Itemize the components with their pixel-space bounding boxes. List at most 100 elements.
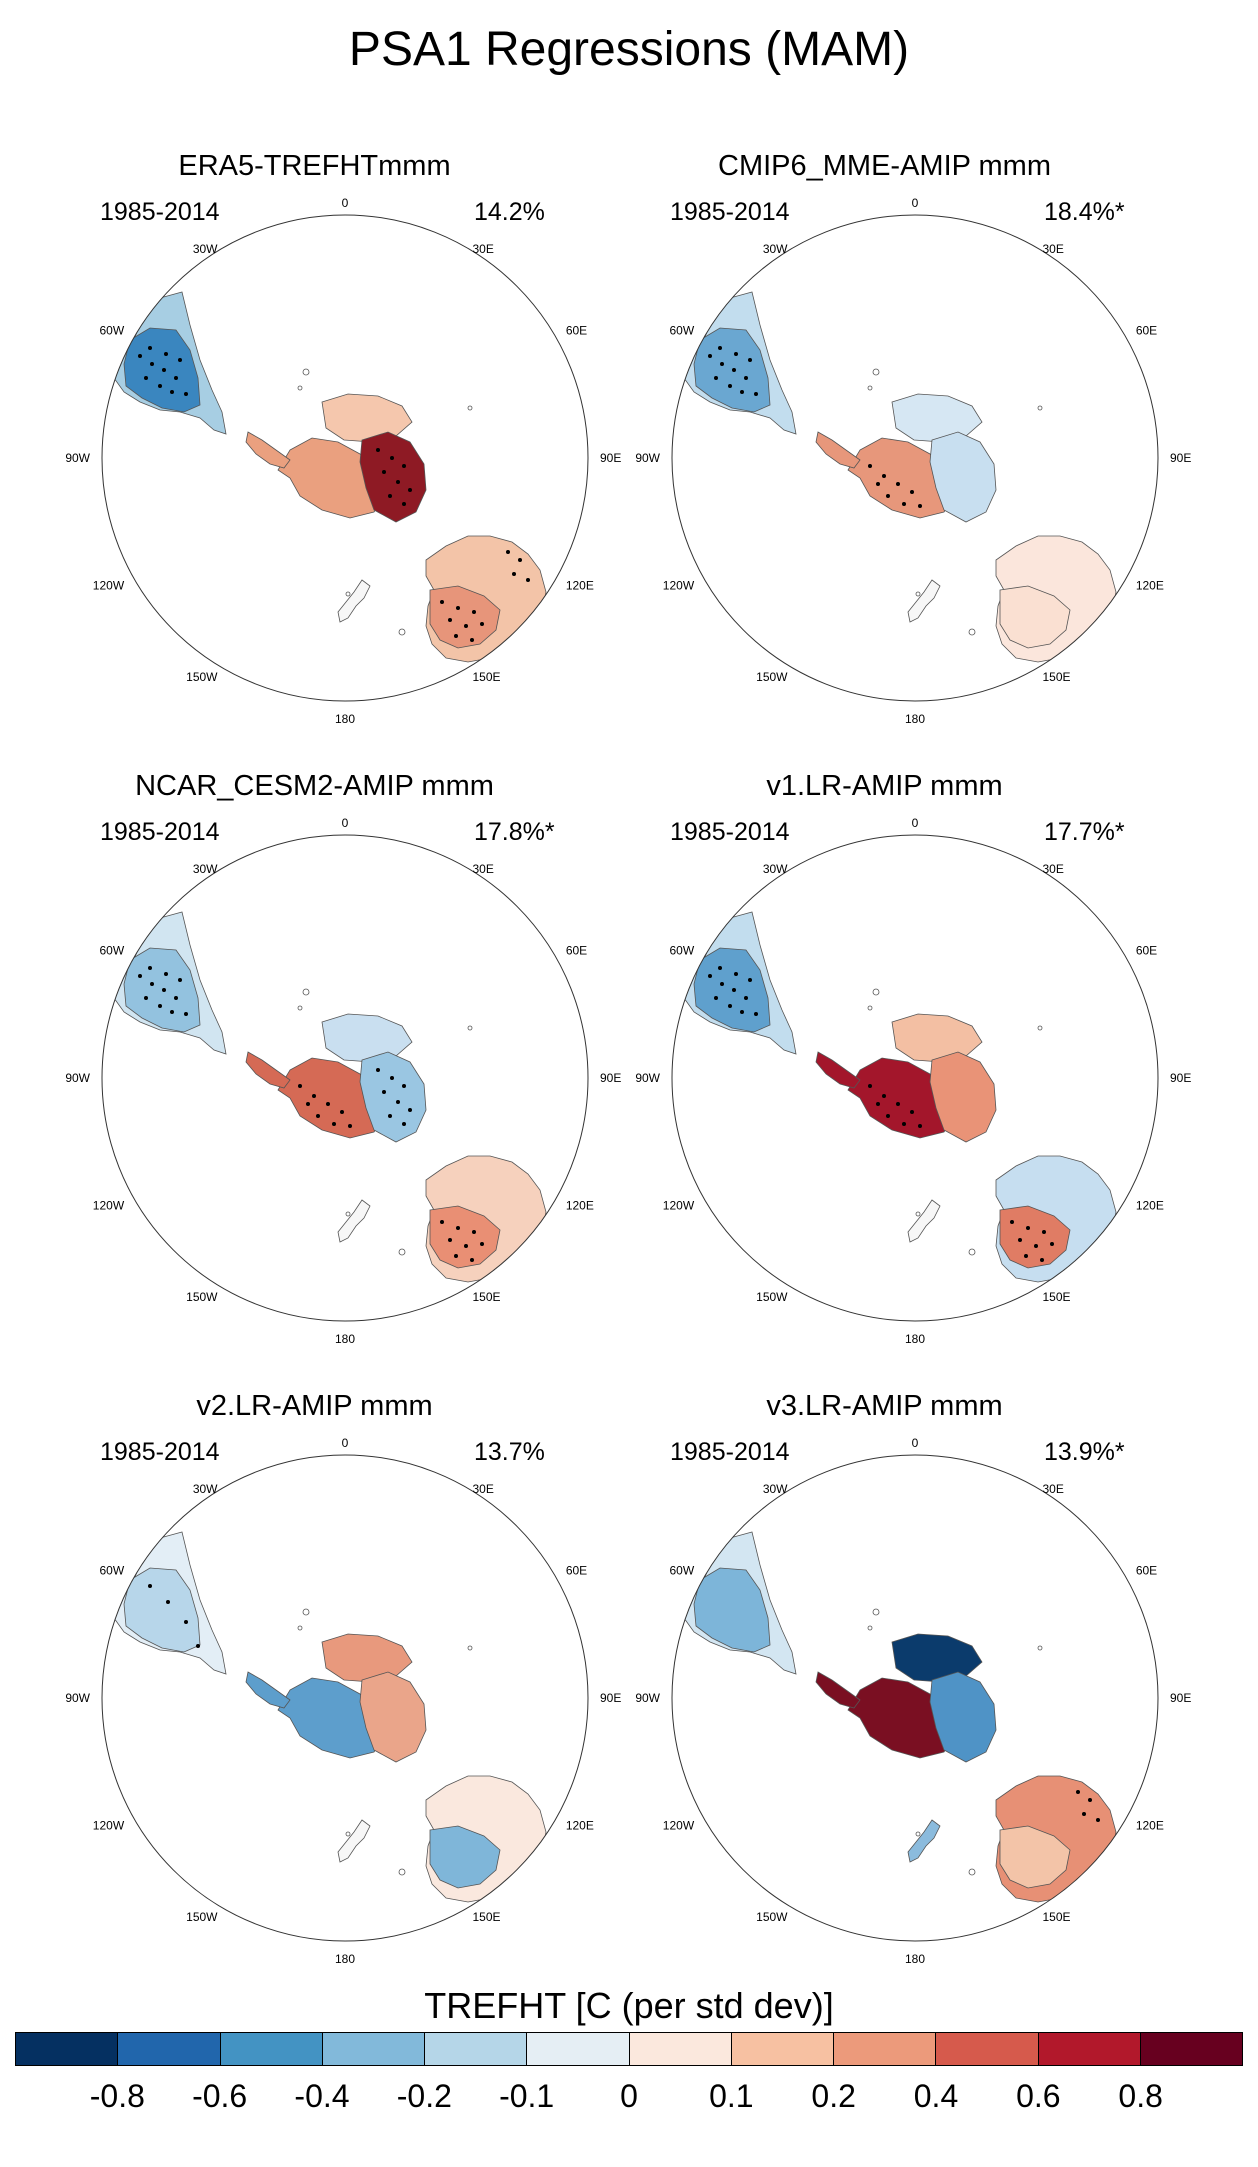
land-aus-se (999, 585, 1071, 649)
lon-label-90E: 90E (1170, 1071, 1191, 1085)
land-ant-pen (815, 431, 861, 469)
stipple-ant_e-7 (402, 1122, 406, 1126)
stipple-sa-6 (740, 1010, 744, 1014)
colorbar-tick: -0.8 (89, 2078, 145, 2114)
lon-label-90W: 90W (635, 451, 660, 465)
island-2 (467, 405, 473, 411)
lon-label-60W: 60W (99, 324, 124, 338)
land-ant-n (891, 393, 983, 443)
island-0 (872, 1608, 880, 1616)
map-panel-6: 0 30E 60E 90E 120E 150E 180 150W 120W 90W 60W 30W v3… (570, 1390, 1199, 2020)
stipple-sa-4 (714, 996, 718, 1000)
lon-label-30E: 30E (1043, 862, 1064, 876)
colorbar-tick: -0.6 (192, 2078, 248, 2114)
stipple-aus_se-6 (454, 1254, 458, 1258)
land-fills (113, 810, 547, 1283)
lon-label-120W: 120W (93, 1199, 125, 1213)
stipple-aus_n-0 (1076, 1790, 1080, 1794)
island-3 (915, 1831, 921, 1837)
period-label: 1985-2014 (670, 818, 790, 846)
panel-title: v1.LR-AMIP mmm (766, 770, 1003, 802)
colorbar-swatch-7 (629, 2033, 732, 2065)
lon-label-60W: 60W (669, 324, 694, 338)
variance-percent: 18.4%* (1044, 198, 1125, 226)
lon-label-120E: 120E (1136, 1199, 1164, 1213)
lon-label-60W: 60W (99, 1564, 124, 1578)
stipple-aus_se-3 (1018, 1238, 1022, 1242)
lon-label-60E: 60E (566, 944, 587, 958)
variance-percent: 14.2% (474, 198, 545, 226)
stipple-ant_w-7 (876, 482, 880, 486)
stipple-ant_w-2 (896, 482, 900, 486)
map-boundary (101, 214, 589, 702)
lon-label-120W: 120W (663, 579, 695, 593)
stipple-ant_e-6 (388, 1114, 392, 1118)
lon-label-150E: 150E (473, 670, 501, 684)
stipple-sa-10 (178, 358, 182, 362)
land-ant-e (929, 1051, 997, 1143)
stipple-ant_w-1 (312, 1094, 316, 1098)
polar-map: 0 30E 60E 90E 120E 150E 180 150W 120W 90W 60W 30W (635, 1436, 1191, 1966)
colorbar-swatch-10 (936, 2033, 1039, 2065)
lon-label-0: 0 (912, 1436, 919, 1450)
stipple-sa-9 (734, 352, 738, 356)
stipple-ant_e-0 (376, 448, 380, 452)
island-4 (398, 1868, 406, 1876)
lon-label-30W: 30W (193, 862, 218, 876)
colorbar-tick: 0.2 (811, 2078, 856, 2114)
stipple-ant_w-1 (882, 474, 886, 478)
land-ant-n (321, 1013, 413, 1063)
colorbar-swatch-12 (1140, 2033, 1242, 2065)
stipple-sa-3 (174, 376, 178, 380)
colorbar-swatch-6 (527, 2033, 630, 2065)
stipple-aus_se-7 (470, 638, 474, 642)
lon-label-30W: 30W (763, 242, 788, 256)
land-ant-pen (245, 431, 291, 469)
stipple-sa-1 (720, 982, 724, 986)
stipple-sa-3 (174, 996, 178, 1000)
lon-label-30E: 30E (1043, 242, 1064, 256)
island-4 (968, 1868, 976, 1876)
period-label: 1985-2014 (100, 1438, 220, 1466)
stipple-ant_w-3 (910, 1110, 914, 1114)
land-fills (113, 1531, 547, 1903)
land-ant-e (359, 1051, 427, 1143)
stipple-ant_w-4 (316, 1114, 320, 1118)
stipple-ant_w-0 (298, 1084, 302, 1088)
stipple-sa-2 (732, 988, 736, 992)
stipple-ant_w-3 (340, 1110, 344, 1114)
lon-label-150W: 150W (756, 670, 788, 684)
stipple-sa-4 (144, 996, 148, 1000)
stipple-ant_e-4 (396, 480, 400, 484)
lon-label-90W: 90W (65, 1691, 90, 1705)
lon-label-90W: 90W (635, 1071, 660, 1085)
lon-label-60E: 60E (1136, 944, 1157, 958)
map-panel-4: 0 30E 60E 90E 120E 150E 180 150W 120W 90W 60W 30W v1… (570, 770, 1199, 1400)
island-1 (297, 1005, 303, 1011)
lon-label-90W: 90W (635, 1691, 660, 1705)
island-3 (345, 1831, 351, 1837)
land-ant-w (847, 1057, 957, 1139)
island-1 (867, 1005, 873, 1011)
lon-label-30W: 30W (763, 1482, 788, 1496)
stipple-aus_se-0 (1010, 1220, 1014, 1224)
lon-label-180: 180 (905, 1332, 925, 1346)
island-3 (345, 591, 351, 597)
lon-label-90E: 90E (600, 1071, 621, 1085)
land-sa-core (693, 1567, 771, 1653)
colorbar (15, 2032, 1243, 2066)
lon-label-180: 180 (335, 1332, 355, 1346)
stipple-sa-10 (748, 978, 752, 982)
land-aus-se (429, 585, 501, 649)
lon-label-180: 180 (905, 712, 925, 726)
land-ant-pen (245, 1051, 291, 1089)
lon-label-30E: 30E (1043, 1482, 1064, 1496)
stipple-aus_se-4 (1034, 1244, 1038, 1248)
stipple-ant_w-2 (326, 1102, 330, 1106)
stipple-ant_w-1 (882, 1094, 886, 1098)
stipple-sa_pts-0 (148, 1584, 152, 1588)
lon-label-60E: 60E (1136, 324, 1157, 338)
panel-title: ERA5-TREFHTmmm (178, 150, 451, 182)
stipple-ant_w-5 (332, 1122, 336, 1126)
stipple-af-4 (416, 810, 420, 814)
